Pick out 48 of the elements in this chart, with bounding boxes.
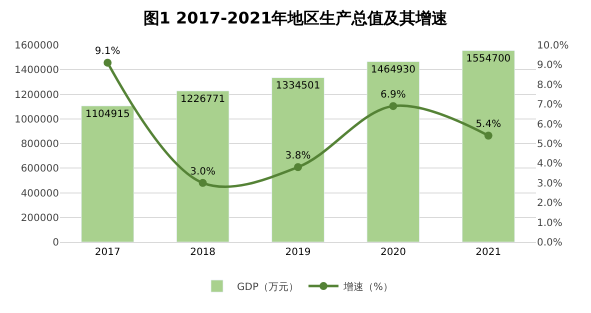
y2-tick-label: 10.0% (537, 40, 569, 52)
data-label: 9.1% (94, 46, 120, 58)
bar (366, 61, 420, 242)
data-label: 1554700 (466, 54, 511, 65)
x-tick-label: 2020 (380, 247, 406, 258)
y2-tick-label: 0.0% (537, 238, 562, 248)
y2-tick-label: 2.0% (537, 198, 562, 210)
y2-tick-label: 7.0% (537, 100, 562, 111)
point (104, 58, 112, 67)
data-label: 1226771 (180, 94, 226, 105)
y2-tick-label: 3.0% (537, 178, 562, 190)
y2-tick-label: 5.0% (537, 139, 562, 150)
x-tick-label: 2017 (94, 247, 120, 258)
data-label: 3.0% (190, 166, 216, 178)
point (484, 132, 492, 140)
y-tick-label: 1200000 (14, 90, 59, 101)
data-label: 5.4% (476, 119, 502, 130)
data-label: 1334501 (276, 80, 320, 92)
y-tick-label: 600000 (20, 164, 59, 175)
bar (272, 77, 324, 242)
y-tick-label: 800000 (20, 139, 59, 150)
data-label: 3.8% (285, 150, 311, 162)
point (294, 163, 302, 172)
chart-title: 图1 2017-2021年地区生产总值及其增速 (143, 8, 449, 28)
bar (462, 50, 515, 242)
y-tick-label: 400000 (20, 188, 59, 200)
data-label: 1464930 (370, 64, 416, 76)
x-tick-label: 2021 (476, 247, 502, 258)
data-label: 6.9% (380, 90, 406, 101)
bar (176, 90, 230, 242)
x-tick-label: 2019 (285, 247, 311, 258)
data-label: 1104915 (85, 108, 130, 120)
x-tick-label: 2018 (190, 247, 216, 258)
legend-label: GDP（万元） (237, 282, 298, 293)
y2-tick-label: 4.0% (537, 158, 562, 170)
y-tick-label: 1000000 (14, 114, 59, 126)
y-tick-label: 200000 (20, 212, 59, 224)
bar (81, 106, 134, 242)
y-tick-label: 0 (52, 238, 59, 248)
y2-tick-label: 9.0% (537, 60, 562, 72)
y2-tick-label: 6.0% (537, 119, 562, 130)
y2-tick-label: 8.0% (537, 80, 562, 91)
y-tick-label: 1600000 (14, 40, 59, 52)
point (198, 178, 207, 187)
y-tick-label: 1400000 (14, 65, 59, 76)
point (389, 102, 398, 110)
legend-label: 增速（%） (342, 280, 393, 293)
y2-tick-label: 1.0% (537, 218, 562, 229)
